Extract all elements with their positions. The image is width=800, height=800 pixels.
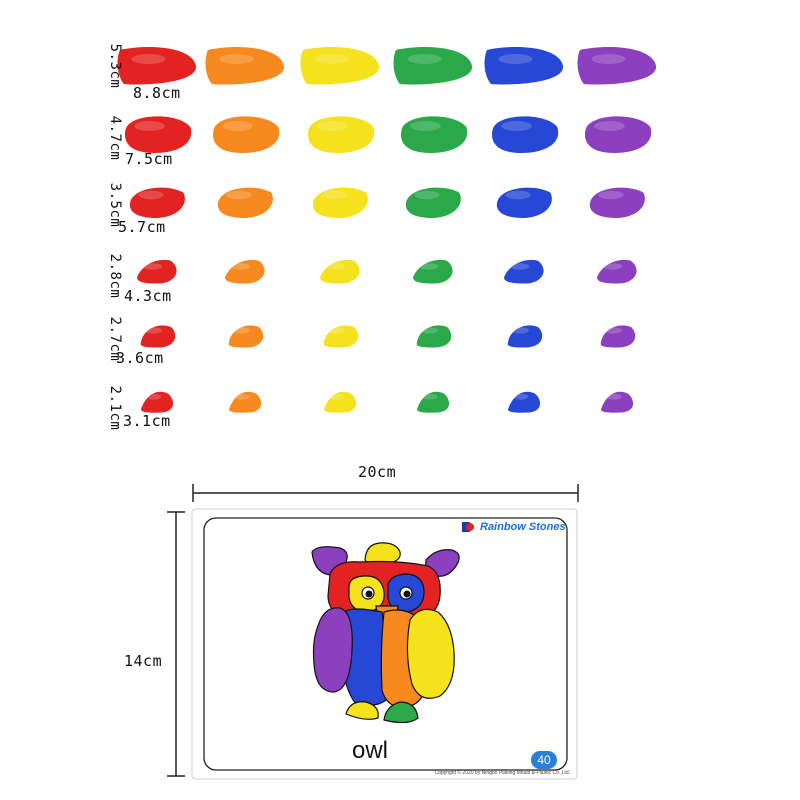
height-dimension-line <box>167 511 185 777</box>
stone-orange-size-1 <box>205 47 285 85</box>
stone-blue-size-1 <box>484 47 564 85</box>
brand-name: Rainbow Stones <box>480 521 566 533</box>
width-label-row-6: 3.1cm <box>123 412 171 430</box>
stone-blue-size-2 <box>491 116 559 153</box>
stone-yellow-size-4 <box>320 259 360 284</box>
card-word: owl <box>351 737 388 764</box>
stone-size-chart <box>117 47 657 413</box>
stone-yellow-size-6 <box>324 391 357 413</box>
copyright-text: Copyright © 2020 by Ningbo Plaking Mould… <box>434 770 570 776</box>
stone-red-size-5 <box>140 325 176 348</box>
stone-purple-size-4 <box>597 259 637 284</box>
width-dimension-line <box>192 484 579 502</box>
stone-purple-size-6 <box>601 391 634 413</box>
height-label-row-1: 5.3cm <box>107 43 123 89</box>
card-width-label: 20cm <box>358 463 397 481</box>
owl-illustration <box>311 542 460 724</box>
stone-green-size-2 <box>400 116 468 153</box>
stone-green-size-5 <box>416 325 452 348</box>
stone-yellow-size-3 <box>312 187 368 218</box>
stone-red-size-2 <box>124 116 192 153</box>
stone-yellow-size-1 <box>300 47 380 85</box>
stone-purple-size-3 <box>589 187 645 218</box>
stone-yellow-size-5 <box>323 325 359 348</box>
owl-left-foot <box>345 701 379 720</box>
stone-blue-size-4 <box>504 259 544 284</box>
owl-card-figure <box>167 484 579 780</box>
stone-yellow-size-2 <box>307 116 375 153</box>
stone-orange-size-4 <box>225 259 265 284</box>
stone-orange-size-6 <box>229 391 262 413</box>
stone-red-size-3 <box>129 187 185 218</box>
stone-green-size-4 <box>413 259 453 284</box>
width-label-row-1: 8.8cm <box>133 84 181 102</box>
stone-green-size-6 <box>417 391 450 413</box>
card-number-badge: 40 <box>531 751 557 769</box>
stone-blue-size-6 <box>508 391 541 413</box>
card-inner-frame <box>203 517 568 771</box>
stone-green-size-3 <box>405 187 461 218</box>
owl-right-foot <box>383 701 419 724</box>
stone-red-size-1 <box>117 47 197 85</box>
width-label-row-3: 5.7cm <box>118 218 166 236</box>
stone-red-size-4 <box>137 259 177 284</box>
width-label-row-4: 4.3cm <box>124 287 172 305</box>
stone-blue-size-5 <box>507 325 543 348</box>
width-label-row-5: 3.6cm <box>116 349 164 367</box>
height-label-row-4: 2.8cm <box>107 253 123 299</box>
brand-logo-icon <box>462 522 474 532</box>
stone-orange-size-5 <box>228 325 264 348</box>
owl-right-wing <box>406 608 455 699</box>
stone-purple-size-2 <box>584 116 652 153</box>
stone-green-size-1 <box>393 47 473 85</box>
stone-purple-size-5 <box>600 325 636 348</box>
stone-blue-size-3 <box>496 187 552 218</box>
card-height-label: 14cm <box>124 652 163 670</box>
stone-orange-size-3 <box>217 187 273 218</box>
width-label-row-2: 7.5cm <box>125 150 173 168</box>
owl-left-wing <box>312 607 353 693</box>
stone-purple-size-1 <box>577 47 657 85</box>
stone-orange-size-2 <box>212 116 280 153</box>
height-label-row-2: 4.7cm <box>107 115 123 161</box>
height-label-row-6: 2.1cm <box>107 385 123 431</box>
stone-red-size-6 <box>141 391 174 413</box>
